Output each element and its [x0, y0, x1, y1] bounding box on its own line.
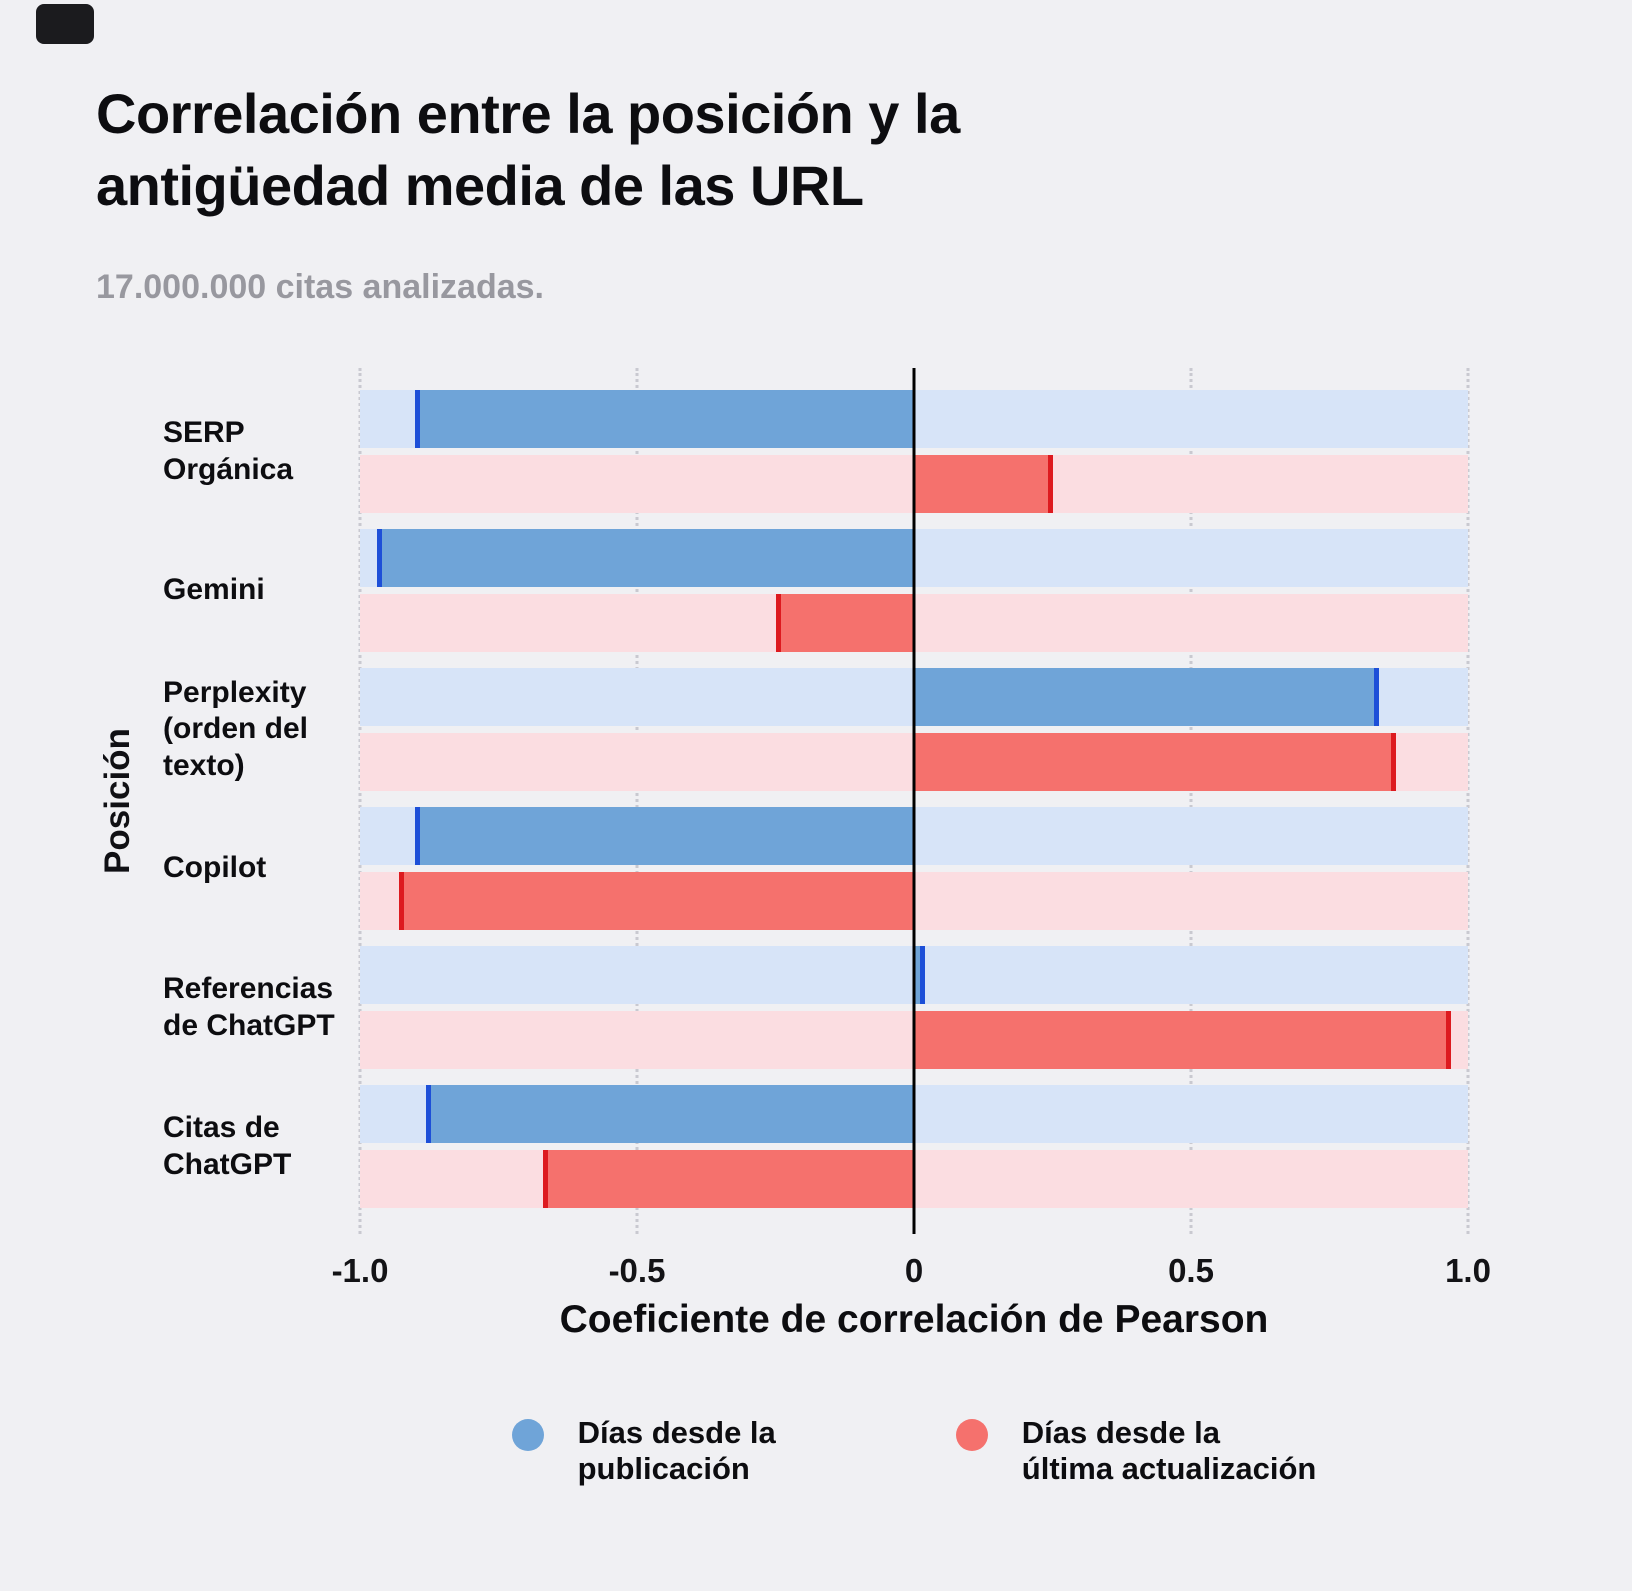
bar	[415, 807, 914, 865]
corner-logo	[36, 4, 94, 44]
bar	[914, 946, 926, 1004]
gridline	[635, 368, 639, 1234]
bar	[775, 594, 914, 652]
category-label: Citas de ChatGPT	[163, 1110, 292, 1181]
x-tick-label: 0	[904, 1252, 924, 1289]
chart-title: Correlación entre la posición y la antigü…	[96, 78, 960, 221]
legend-item: Días desde la publicación	[511, 1415, 776, 1486]
x-tick-label: -0.5	[608, 1252, 666, 1289]
bar	[542, 1150, 914, 1208]
bar	[415, 390, 914, 448]
chart-title-line2: antigüedad media de las URL	[96, 153, 864, 217]
bar	[914, 455, 1053, 513]
bar-end-cap	[1446, 1011, 1452, 1069]
bar-end-cap	[542, 1150, 548, 1208]
x-tick-label: -1.0	[331, 1252, 389, 1289]
x-tick-label: 1.0	[1445, 1252, 1491, 1289]
x-axis-ticks: -1.0 -0.5 0 0.5 1.0	[332, 1252, 1491, 1294]
category-label: Copilot	[163, 851, 267, 885]
category-label: SERP Orgánica	[163, 415, 294, 486]
bar-end-cap	[426, 1085, 432, 1143]
bar-end-cap	[1390, 733, 1396, 791]
legend-dot-icon	[955, 1419, 988, 1451]
bar	[426, 1085, 914, 1143]
category-label: Perplexity (orden del texto)	[163, 675, 309, 782]
bar	[914, 733, 1396, 791]
bar-end-cap	[775, 594, 781, 652]
bar-end-cap	[920, 946, 926, 1004]
gridline	[1189, 368, 1193, 1234]
y-axis-label: Posición	[98, 728, 137, 874]
chart-subtitle: 17.000.000 citas analizadas.	[96, 268, 544, 306]
bar-end-cap	[1374, 668, 1380, 726]
bar	[914, 668, 1380, 726]
plot-area	[358, 368, 1470, 1234]
gridline	[1466, 368, 1470, 1234]
bar	[398, 872, 914, 930]
category-label: Gemini	[163, 573, 265, 607]
bar-end-cap	[415, 390, 421, 448]
category-label: Referencias de ChatGPT	[163, 971, 335, 1042]
legend-label: Días desde la publicación	[577, 1415, 776, 1486]
bar	[914, 1011, 1452, 1069]
bar-end-cap	[415, 807, 421, 865]
category-group	[360, 390, 1468, 513]
zero-axis-line	[912, 368, 916, 1234]
x-axis-title: Coeficiente de correlación de Pearson	[559, 1298, 1269, 1341]
legend-item: Días desde la última actualización	[955, 1415, 1317, 1486]
gridline	[358, 368, 362, 1234]
bar-end-cap	[376, 529, 382, 587]
legend-label: Días desde la última actualización	[1021, 1415, 1317, 1486]
category-labels: SERP Orgánica Gemini Perplexity (orden del…	[163, 390, 349, 1208]
bar-end-cap	[1047, 455, 1053, 513]
legend: Días desde la publicación Días desde la ú…	[360, 1415, 1468, 1486]
bar-end-cap	[398, 872, 404, 930]
bar	[376, 529, 914, 587]
chart-title-line1: Correlación entre la posición y la	[96, 82, 960, 145]
x-tick-label: 0.5	[1168, 1252, 1214, 1289]
legend-dot-icon	[511, 1419, 544, 1451]
